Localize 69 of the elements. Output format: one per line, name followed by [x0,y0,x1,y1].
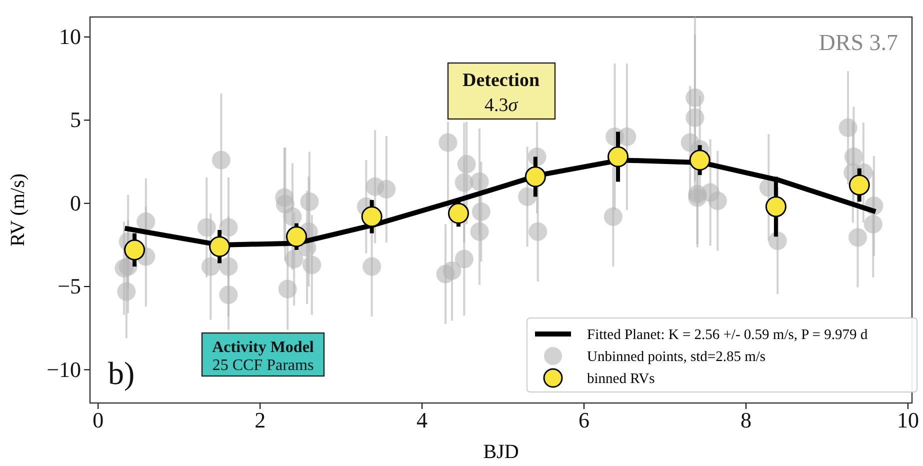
point [604,207,622,226]
point [209,236,230,258]
point [686,108,704,127]
point [844,148,863,166]
y-tick-label: 0 [70,190,81,216]
point [197,218,216,237]
point [219,218,238,237]
point [470,172,489,191]
annotation: Activity Model [212,339,314,356]
y-tick-label: −5 [58,274,81,299]
point [212,150,230,170]
point [457,154,476,174]
point [686,88,704,107]
x-tick-label: 2 [254,408,266,433]
annotation: 25 CCF Params [212,357,314,374]
x-axis-title: BJD [483,441,519,463]
point [528,222,548,241]
point [768,232,787,250]
point [136,212,156,231]
point [361,206,382,228]
point [848,174,870,196]
point [454,173,474,192]
x-tick-label: 6 [578,408,590,433]
legend-label: binned RVs [587,371,656,387]
annotation: DRS 3.7 [818,30,898,55]
annotation: b) [108,355,135,391]
y-tick-label: 5 [70,107,81,132]
point [442,261,462,280]
point [438,133,458,152]
y-tick-label: −10 [46,356,81,382]
x-tick-label: 10 [896,408,919,433]
point [302,256,322,274]
point [518,187,537,206]
point [448,202,470,224]
legend-label: Unbinned points, std=2.85 m/s [587,349,766,365]
y-axis-title: RV (m/s) [7,173,29,247]
point [117,282,136,301]
point [278,280,297,298]
point [284,250,304,268]
x-tick-label: 0 [92,408,104,433]
annotation: Detection [462,70,540,91]
point [219,257,238,276]
point [201,257,220,276]
point [286,226,308,248]
point [362,257,382,276]
point [848,228,868,247]
point [470,222,489,241]
x-tick-label: 4 [416,408,428,433]
point [114,258,134,278]
y-tick-label: 10 [59,24,81,50]
point [708,192,727,210]
point [608,146,629,168]
point [688,188,707,207]
point [838,118,858,137]
point [524,166,546,188]
legend-label: Fitted Planet: K = 2.56 +/- 0.59 m/s, P = 9.979 d [587,327,868,343]
point [300,192,319,211]
point [377,180,396,198]
point [765,196,786,218]
point [124,239,146,260]
annotation: 4.3σ [484,95,518,116]
point [618,128,636,146]
x-tick-label: 8 [740,408,752,433]
point [472,202,490,221]
point [283,207,302,226]
point [454,250,474,268]
point [864,214,882,234]
point [689,150,710,171]
point [219,286,238,304]
